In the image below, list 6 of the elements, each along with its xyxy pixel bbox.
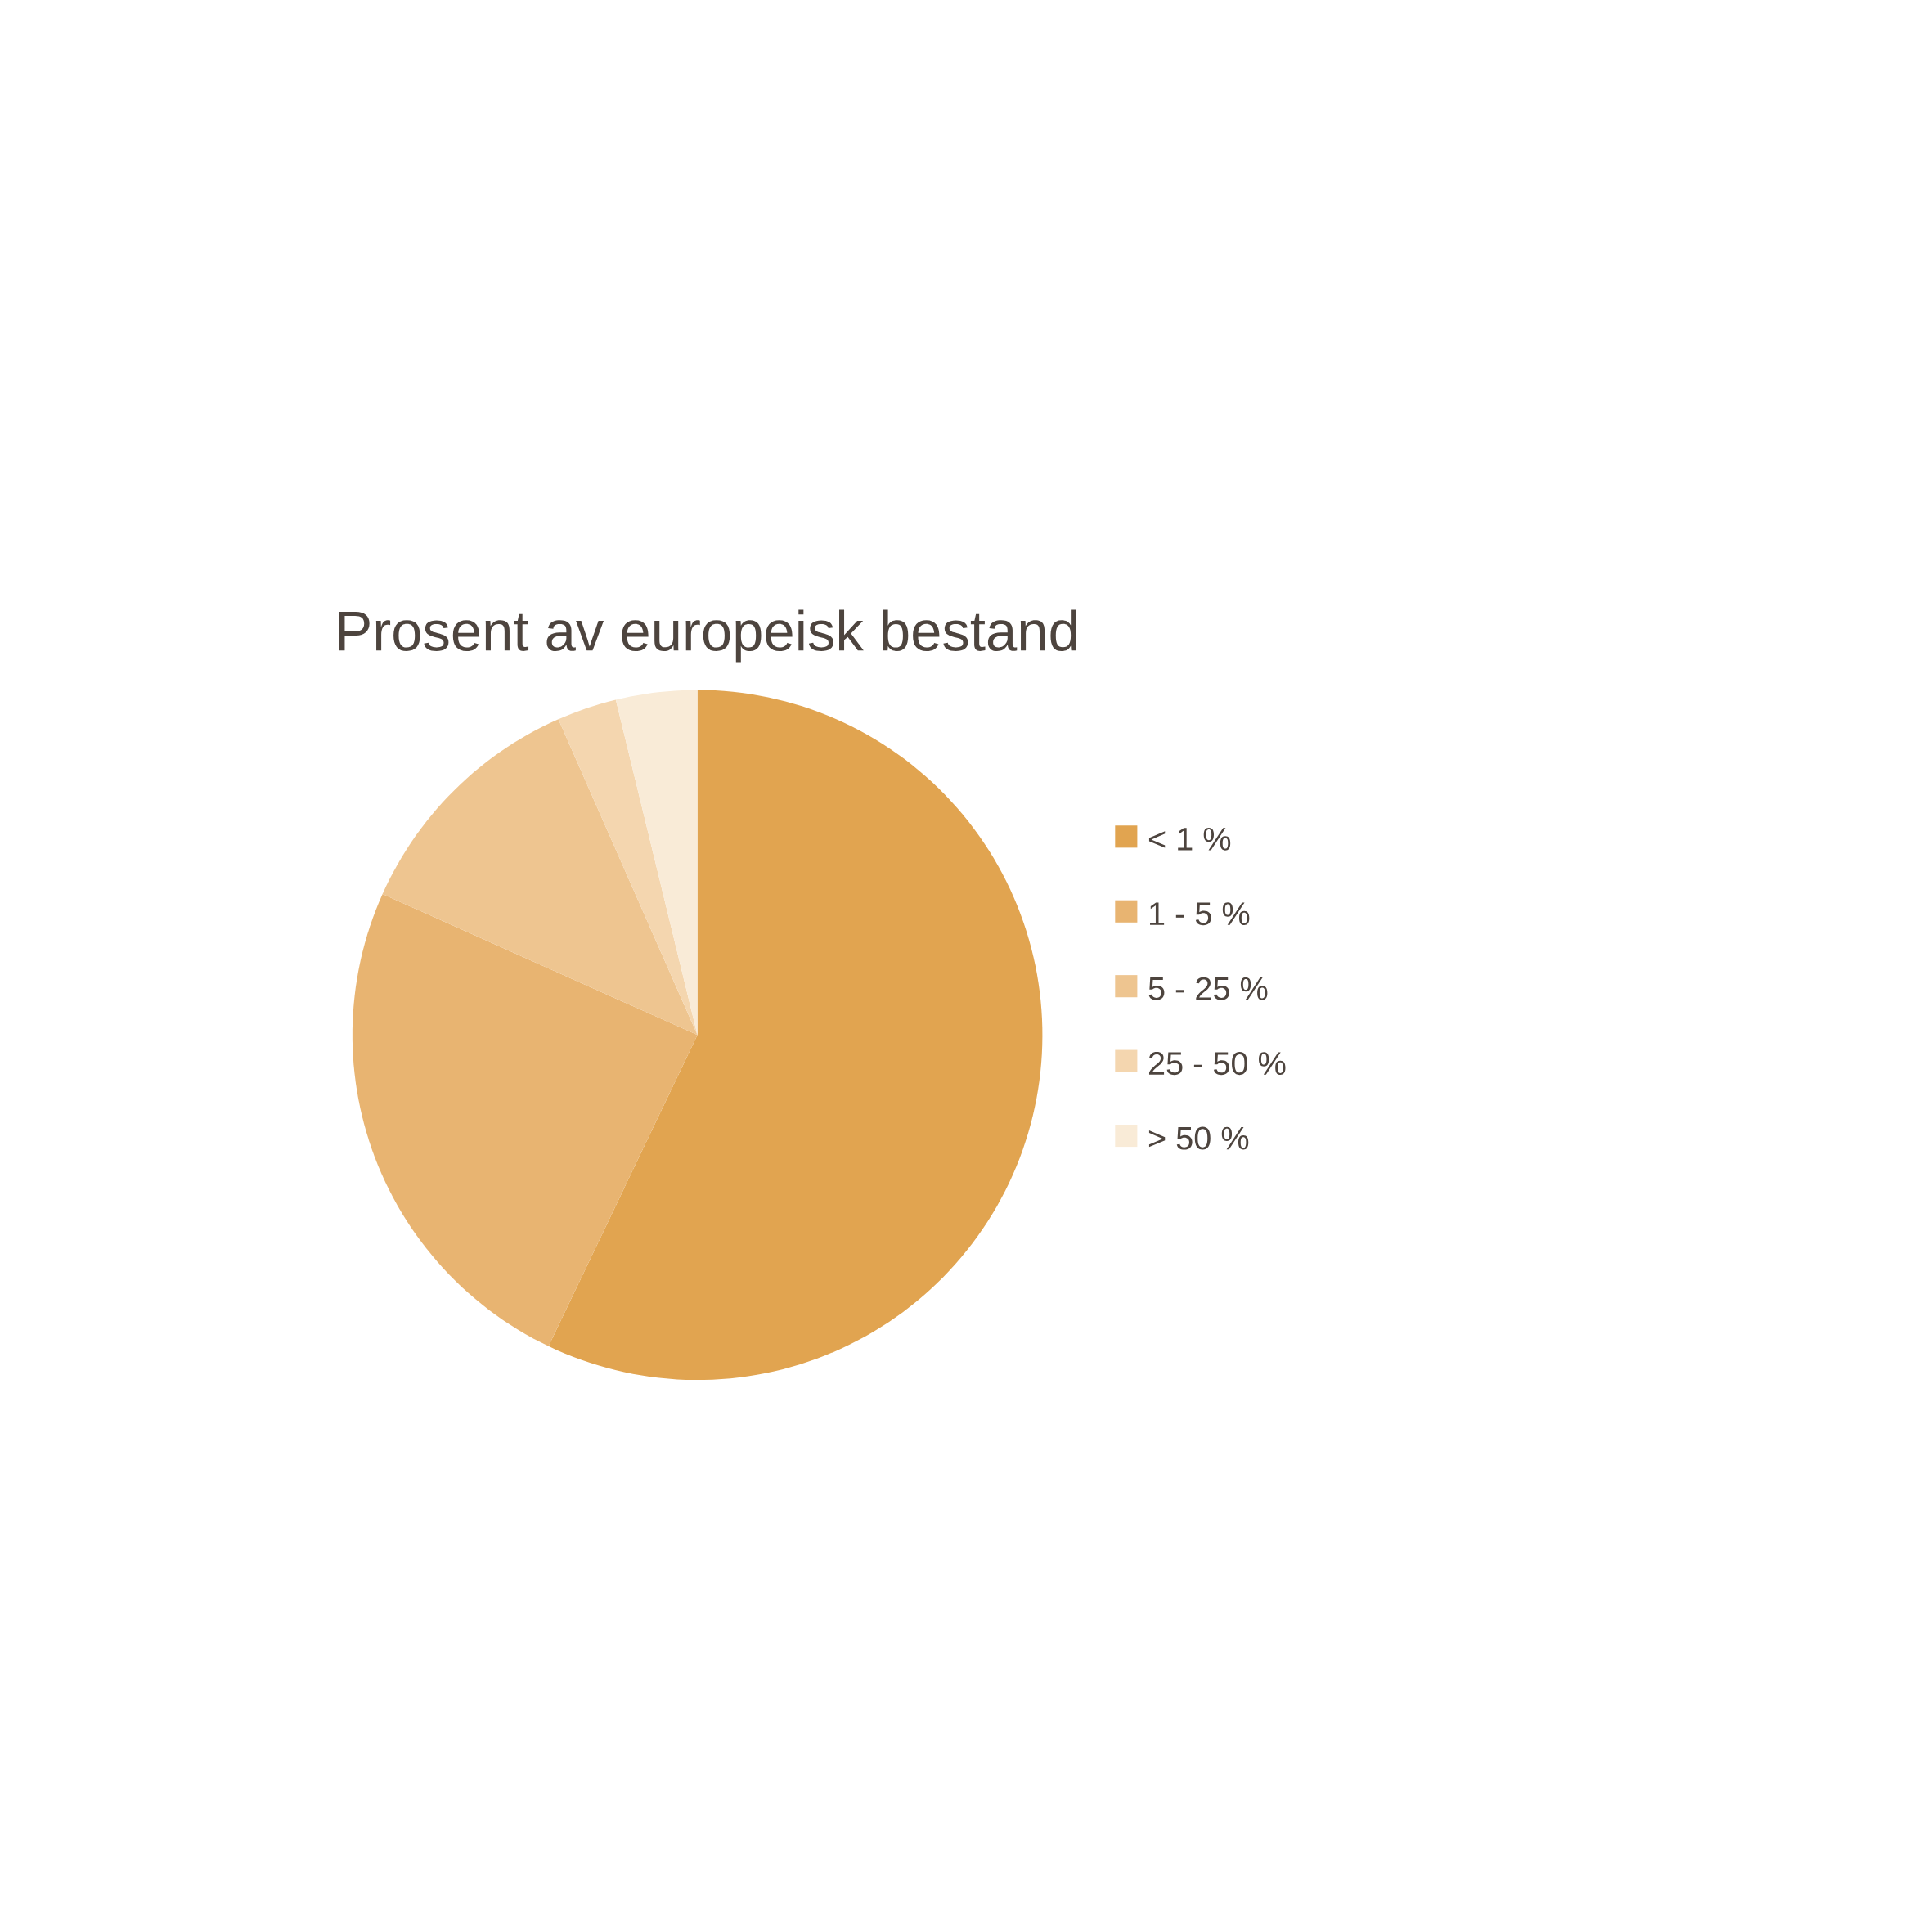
legend-label: 1 - 5 % [1150,902,1250,926]
chart-title: Prosent av europeisk bestand [339,609,1076,663]
legend-label: 5 - 25 % [1148,977,1268,1000]
legend-label: > 50 % [1148,1126,1249,1150]
legend-label: < 1 % [1148,827,1231,851]
legend-label: 25 - 50 % [1148,1052,1286,1076]
